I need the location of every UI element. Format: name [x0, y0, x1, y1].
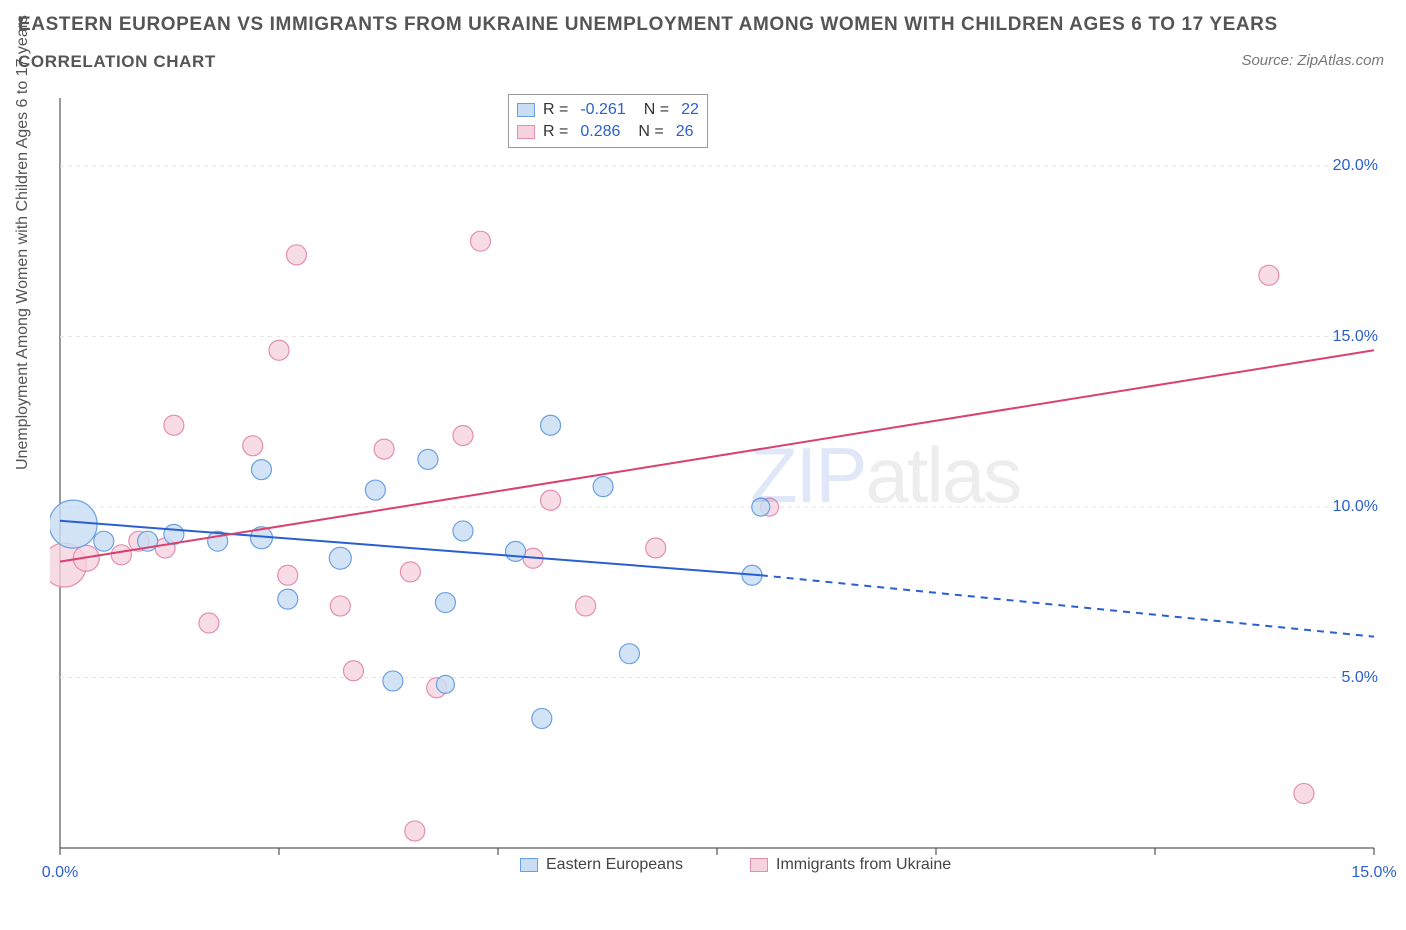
legend-swatch — [520, 858, 538, 872]
stats-n-label: N = — [644, 99, 669, 121]
y-tick-label: 5.0% — [1342, 669, 1378, 687]
stats-swatch — [517, 103, 535, 117]
chart-title-line1: EASTERN EUROPEAN VS IMMIGRANTS FROM UKRA… — [18, 14, 1278, 36]
stats-r-label: R = — [543, 121, 568, 143]
x-tick-label: 0.0% — [42, 864, 78, 882]
y-tick-label: 10.0% — [1333, 498, 1378, 516]
chart-svg — [50, 90, 1382, 880]
chart-title-line2: CORRELATION CHART — [18, 52, 216, 72]
stats-r-value: 0.286 — [580, 121, 620, 143]
y-tick-label: 15.0% — [1333, 328, 1378, 346]
legend-item: Eastern Europeans — [520, 856, 683, 874]
stats-legend-box: R = -0.261 N = 22 R = 0.286 N = 26 — [508, 94, 708, 148]
y-axis-label: Unemployment Among Women with Children A… — [14, 15, 32, 470]
chart-container: EASTERN EUROPEAN VS IMMIGRANTS FROM UKRA… — [0, 0, 1406, 930]
stats-r-value: -0.261 — [580, 99, 625, 121]
source-label: Source: ZipAtlas.com — [1241, 52, 1384, 69]
stats-swatch — [517, 125, 535, 139]
legend-label: Eastern Europeans — [546, 856, 683, 874]
y-tick-label: 20.0% — [1333, 157, 1378, 175]
stats-row: R = 0.286 N = 26 — [517, 121, 699, 143]
x-tick-label: 15.0% — [1351, 864, 1396, 882]
correlation-scatter-chart: ZIPatlas R =-0.261N =22R =0.286N =26 Eas… — [50, 90, 1382, 880]
stats-row: R = -0.261 N = 22 — [517, 99, 699, 121]
legend-swatch — [750, 858, 768, 872]
stats-r-label: R = — [543, 99, 568, 121]
stats-n-value: 22 — [681, 99, 699, 121]
legend-label: Immigrants from Ukraine — [776, 856, 951, 874]
legend-item: Immigrants from Ukraine — [750, 856, 951, 874]
stats-n-value: 26 — [676, 121, 694, 143]
stats-n-label: N = — [638, 121, 663, 143]
